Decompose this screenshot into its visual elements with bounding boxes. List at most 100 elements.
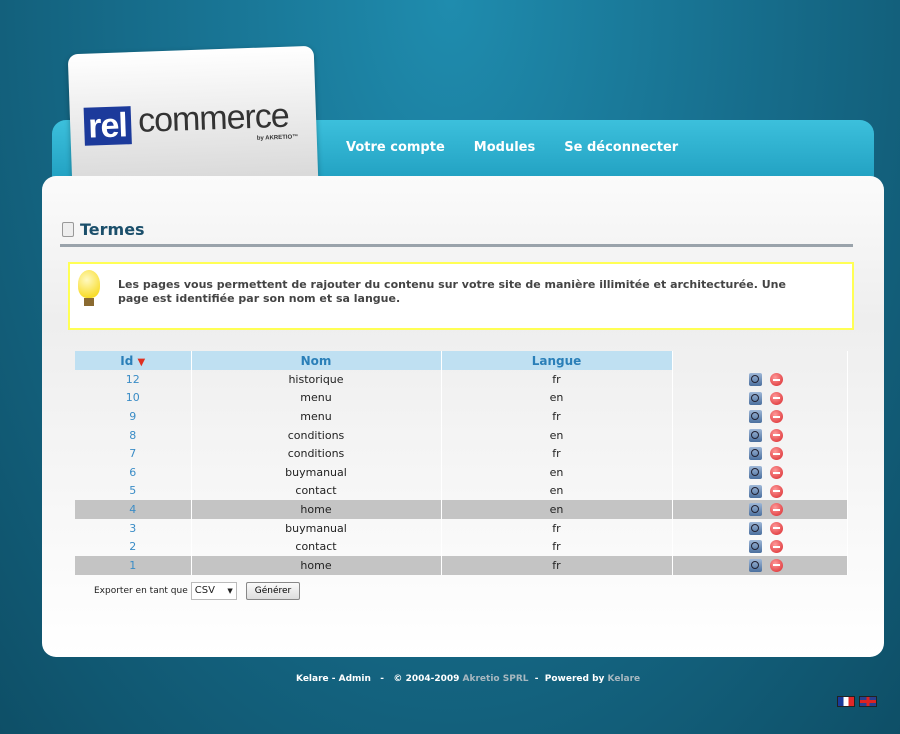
view-icon[interactable] [748, 521, 762, 535]
delete-icon[interactable] [769, 484, 783, 498]
nav-votre-compte[interactable]: Votre compte [346, 140, 445, 155]
column-id[interactable]: Id ▼ [75, 351, 192, 370]
table-row: 6 buymanual en [75, 462, 848, 482]
logo-commerce: commerce [137, 96, 290, 140]
table-row: 10 menu en [75, 388, 848, 408]
cell-id[interactable]: 2 [75, 537, 192, 556]
cell-langue: en [441, 500, 673, 519]
cell-nom: home [191, 555, 442, 575]
cell-langue: fr [441, 407, 673, 426]
generate-button[interactable]: Générer [245, 582, 301, 600]
cell-actions [672, 518, 848, 538]
cell-id[interactable]: 12 [75, 370, 192, 389]
cell-id[interactable]: 9 [75, 407, 192, 426]
column-langue[interactable]: Langue [441, 351, 673, 370]
cell-id[interactable]: 7 [75, 444, 192, 463]
cell-nom: buymanual [191, 518, 442, 538]
view-icon[interactable] [748, 391, 762, 405]
logo[interactable]: rel commerce by AKRETIO™ [67, 45, 319, 190]
cell-id[interactable]: 5 [75, 481, 192, 501]
table-row: 7 conditions fr [75, 444, 848, 463]
delete-icon[interactable] [769, 466, 783, 480]
view-icon[interactable] [748, 428, 762, 442]
cell-langue: en [441, 481, 673, 501]
kelare-link[interactable]: Kelare [607, 674, 641, 684]
cell-id[interactable]: 1 [75, 555, 192, 575]
view-icon[interactable] [748, 558, 762, 572]
flag-en-icon[interactable] [859, 696, 877, 707]
cell-langue: fr [441, 444, 673, 463]
cell-nom: historique [191, 370, 442, 389]
view-icon[interactable] [748, 540, 762, 554]
export-label: Exporter en tant que [94, 586, 188, 596]
nav-modules[interactable]: Modules [473, 140, 536, 155]
cell-id[interactable]: 4 [75, 500, 192, 519]
cell-nom: buymanual [191, 462, 442, 482]
flag-fr-icon[interactable] [837, 696, 855, 707]
cell-actions [672, 444, 848, 463]
delete-icon[interactable] [769, 410, 783, 424]
lightbulb-icon [78, 270, 100, 298]
delete-icon[interactable] [769, 558, 783, 572]
document-icon [62, 222, 74, 237]
delete-icon[interactable] [769, 428, 783, 442]
akretio-link[interactable]: Akretio SPRL [462, 674, 529, 684]
cell-id[interactable]: 10 [75, 388, 192, 408]
lightbulb-base [84, 298, 94, 306]
cell-langue: en [441, 388, 673, 408]
content-panel: Termes Les pages vous permettent de rajo… [42, 176, 884, 657]
table-row: 5 contact en [75, 481, 848, 501]
cell-langue: fr [441, 370, 673, 389]
cell-actions [672, 370, 848, 389]
delete-icon[interactable] [769, 447, 783, 461]
cell-nom: conditions [191, 444, 442, 463]
logo-by: by AKRETIO™ [256, 134, 299, 142]
cell-langue: fr [441, 537, 673, 556]
view-icon[interactable] [748, 503, 762, 517]
language-switcher [837, 696, 877, 707]
cell-id[interactable]: 3 [75, 518, 192, 538]
page-header: Termes [62, 220, 145, 239]
export-form: Exporter en tant que CSV Générer [94, 582, 301, 600]
cell-nom: conditions [191, 425, 442, 445]
table-row: 9 menu fr [75, 407, 848, 426]
terms-table: Id ▼ Nom Langue 12 historique fr 10 menu… [75, 351, 848, 575]
cell-actions [672, 388, 848, 408]
cell-langue: fr [441, 555, 673, 575]
nav-se-deconnecter[interactable]: Se déconnecter [564, 140, 679, 155]
table-row: 8 conditions en [75, 425, 848, 445]
delete-icon[interactable] [769, 373, 783, 387]
footer: Kelare - Admin - © 2004-2009 Akretio SPR… [296, 674, 641, 684]
sort-desc-icon: ▼ [137, 356, 146, 368]
info-box: Les pages vous permettent de rajouter du… [68, 262, 854, 330]
cell-langue: en [441, 462, 673, 482]
cell-actions [672, 407, 848, 426]
delete-icon[interactable] [769, 540, 783, 554]
delete-icon[interactable] [769, 503, 783, 517]
view-icon[interactable] [748, 410, 762, 424]
info-text: Les pages vous permettent de rajouter du… [118, 278, 786, 305]
cell-id[interactable]: 8 [75, 425, 192, 445]
cell-actions [672, 425, 848, 445]
view-icon[interactable] [748, 373, 762, 387]
cell-nom: menu [191, 407, 442, 426]
view-icon[interactable] [748, 484, 762, 498]
column-nom[interactable]: Nom [191, 351, 442, 370]
cell-id[interactable]: 6 [75, 462, 192, 482]
cell-actions [672, 462, 848, 482]
cell-actions [672, 500, 848, 519]
delete-icon[interactable] [769, 521, 783, 535]
cell-actions [672, 555, 848, 575]
view-icon[interactable] [748, 447, 762, 461]
table-row: 1 home fr [75, 555, 848, 575]
delete-icon[interactable] [769, 391, 783, 405]
logo-rel: rel [83, 106, 132, 146]
table-row: 3 buymanual fr [75, 518, 848, 538]
cell-nom: home [191, 500, 442, 519]
cell-actions [672, 537, 848, 556]
cell-langue: en [441, 425, 673, 445]
cell-langue: fr [441, 518, 673, 538]
export-format-select[interactable]: CSV [190, 582, 237, 600]
view-icon[interactable] [748, 466, 762, 480]
table-row: 2 contact fr [75, 537, 848, 556]
